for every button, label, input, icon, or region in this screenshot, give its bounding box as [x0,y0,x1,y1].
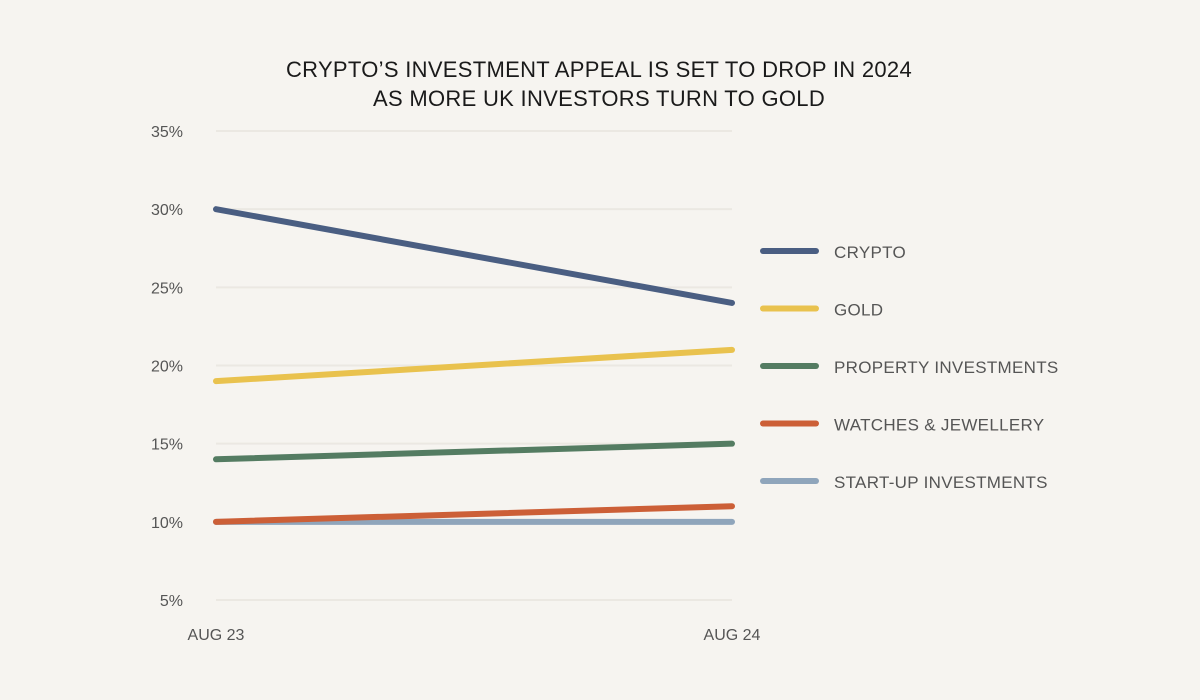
legend-item: GOLD [760,301,883,320]
chart-title-line-2: AS MORE UK INVESTORS TURN TO GOLD [373,86,825,111]
x-tick-label: AUG 24 [704,627,761,644]
legend-label: GOLD [834,301,883,320]
legend-item: PROPERTY INVESTMENTS [760,358,1059,377]
legend-label: START-UP INVESTMENTS [834,473,1048,492]
legend: CRYPTO GOLD PROPERTY INVESTMENTS WATCHES & … [760,243,1059,492]
y-tick-label: 5% [160,593,183,610]
y-tick-label: 35% [151,124,183,141]
legend-item: WATCHES & JEWELLERY [760,416,1044,435]
x-axis-ticks: AUG 23 AUG 24 [188,627,761,644]
legend-label: WATCHES & JEWELLERY [834,416,1044,435]
series-line-watches-jewellery [213,503,735,525]
y-tick-label: 15% [151,437,183,454]
y-tick-label: 30% [151,202,183,219]
series-lines [213,206,735,525]
y-axis-ticks: 5% 10% 15% 20% 25% 30% 35% [151,124,183,610]
chart-title-line-1: CRYPTO’S INVESTMENT APPEAL IS SET TO DRO… [286,57,912,82]
legend-item: CRYPTO [760,243,906,262]
legend-label: PROPERTY INVESTMENTS [834,358,1059,377]
x-tick-label: AUG 23 [188,627,245,644]
legend-item: START-UP INVESTMENTS [760,473,1048,492]
y-tick-label: 20% [151,359,183,376]
series-line-property-investments [213,440,735,463]
y-tick-label: 10% [151,515,183,532]
y-tick-label: 25% [151,280,183,297]
series-line-crypto [213,206,735,306]
series-line-gold [213,346,735,385]
legend-label: CRYPTO [834,243,906,262]
